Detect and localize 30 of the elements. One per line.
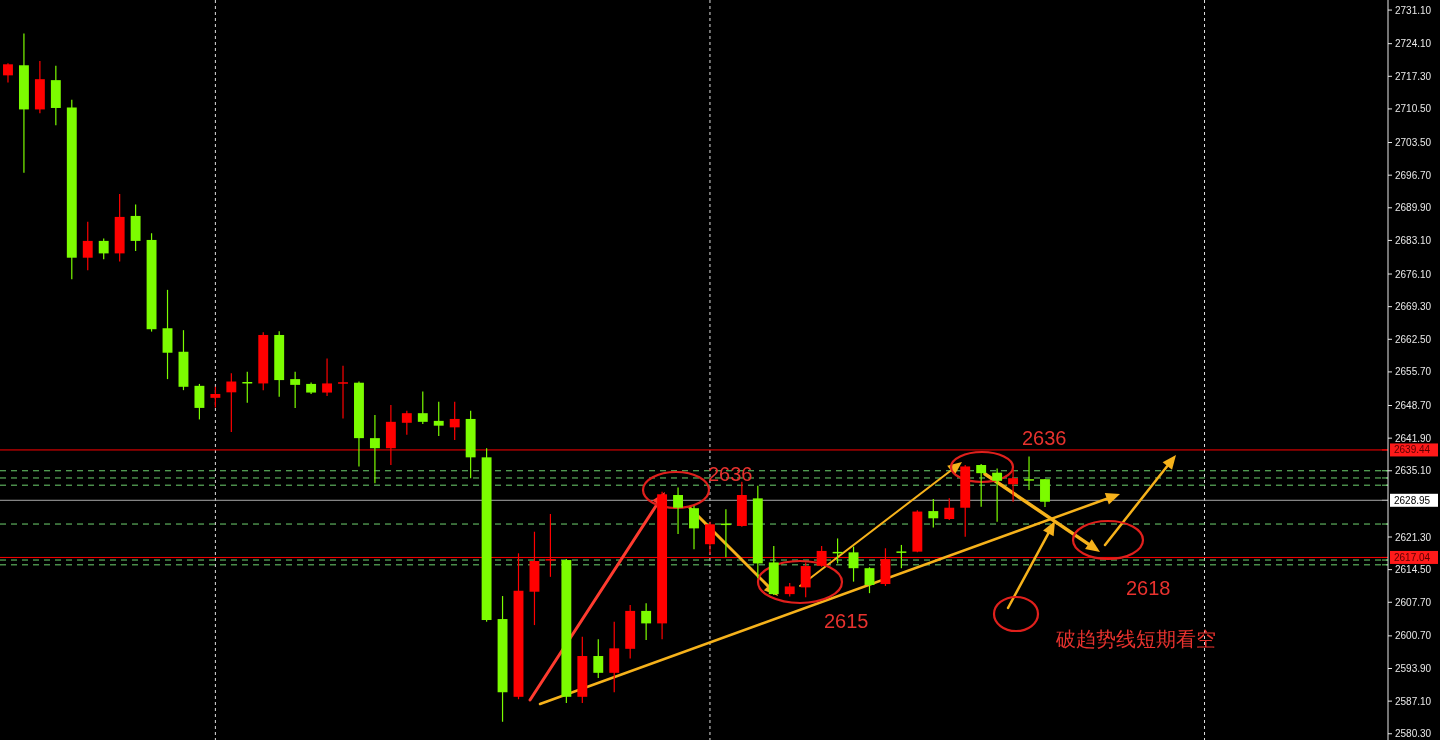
- y-tick-label: 2696.70: [1395, 169, 1432, 181]
- y-tick-label: 2717.30: [1395, 70, 1432, 82]
- y-tick-label: 2635.10: [1395, 465, 1432, 477]
- y-tick-label: 2593.90: [1395, 663, 1432, 674]
- y-tick-label: 2621.30: [1395, 531, 1432, 543]
- y-tick-label: 2662.50: [1395, 333, 1432, 345]
- y-tick-label: 2669.30: [1395, 301, 1432, 313]
- y-tick-label: 2607.70: [1395, 596, 1432, 608]
- y-tick-label: 2689.90: [1395, 202, 1432, 214]
- annotation: 2636: [1022, 427, 1067, 449]
- ref-line-label: 2628.95: [1394, 494, 1431, 506]
- annotation: 2615: [824, 610, 869, 632]
- ref-line-label: 2639.44: [1394, 444, 1431, 456]
- annotation: 2636: [708, 463, 753, 485]
- y-tick-label: 2683.10: [1395, 234, 1432, 246]
- annotation: 2618: [1126, 577, 1171, 599]
- y-tick-label: 2648.70: [1395, 400, 1432, 412]
- y-tick-label: 2731.10: [1395, 4, 1432, 16]
- y-tick-label: 2580.30: [1395, 728, 1432, 740]
- y-tick-label: 2614.50: [1395, 564, 1432, 576]
- y-tick-label: 2710.50: [1395, 103, 1432, 115]
- y-tick-label: 2676.10: [1395, 268, 1432, 280]
- y-tick-label: 2600.70: [1395, 630, 1432, 642]
- y-tick-label: 2724.10: [1395, 38, 1432, 50]
- y-tick-label: 2587.10: [1395, 695, 1432, 707]
- y-tick-label: 2655.70: [1395, 366, 1432, 378]
- y-tick-label: 2641.90: [1395, 432, 1432, 444]
- ref-line-label: 2617.04: [1394, 551, 1431, 563]
- y-tick-label: 2703.50: [1395, 137, 1432, 149]
- annotation: 破趋势线短期看空: [1055, 628, 1216, 650]
